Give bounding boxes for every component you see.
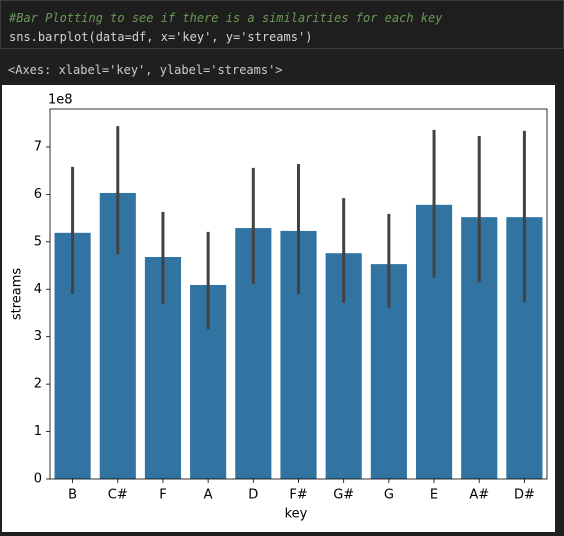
y-axis-label: streams bbox=[10, 268, 25, 321]
x-tick-label: A bbox=[204, 488, 213, 503]
y-tick-label: 2 bbox=[34, 377, 42, 392]
x-tick-label: B bbox=[68, 488, 77, 503]
y-tick-label: 4 bbox=[34, 282, 42, 297]
y-tick-label: 7 bbox=[34, 139, 42, 154]
x-tick-label: C# bbox=[108, 488, 128, 503]
x-tick-label: E bbox=[430, 488, 438, 503]
y-tick-label: 0 bbox=[34, 472, 42, 487]
x-tick-label: D bbox=[248, 488, 258, 503]
x-tick-label: G# bbox=[333, 488, 354, 503]
y-tick-label: 1 bbox=[34, 424, 42, 439]
x-tick-label: F bbox=[159, 488, 166, 503]
y-tick-label: 3 bbox=[34, 329, 42, 344]
x-tick-label: G bbox=[384, 488, 394, 503]
x-tick-label: A# bbox=[469, 488, 489, 503]
x-tick-label: F# bbox=[289, 488, 307, 503]
x-axis-label: key bbox=[285, 507, 308, 522]
output-image: 1e8 key streams 0 1 2 3 4 5 6 7 B C# F A D F# G# G E A# D# bbox=[2, 85, 555, 532]
cell-output: <Axes: xlabel='key', ylabel='streams'> bbox=[8, 63, 283, 77]
axes-frame bbox=[49, 108, 548, 480]
code-cell[interactable]: #Bar Plotting to see if there is a simil… bbox=[0, 0, 564, 49]
code-line: sns.barplot(data=df, x='key', y='streams… bbox=[9, 30, 313, 44]
x-tick-label: D# bbox=[514, 488, 535, 503]
y-tick-label: 5 bbox=[34, 234, 42, 249]
y-tick-label: 6 bbox=[34, 187, 42, 202]
offset-label: 1e8 bbox=[48, 93, 73, 108]
chart: 1e8 key streams 0 1 2 3 4 5 6 7 B C# F A D F# G# G E A# D# bbox=[10, 93, 548, 522]
code-comment: #Bar Plotting to see if there is a simil… bbox=[9, 11, 443, 25]
